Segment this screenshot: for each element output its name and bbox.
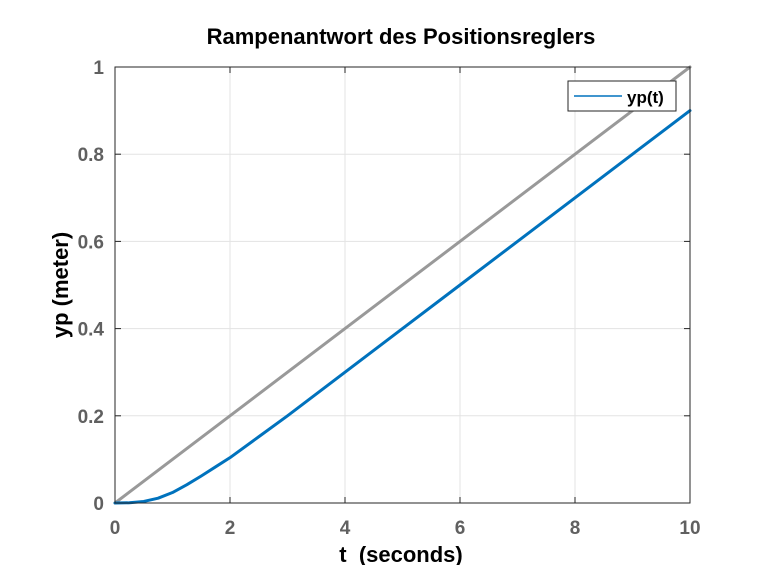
x-tick-label: 0 (110, 518, 121, 539)
y-axis-label: yp (meter) (48, 232, 73, 338)
y-tick-label: 0.6 (78, 232, 104, 253)
x-tick-label: 2 (225, 518, 236, 539)
tick-labels: 0 2 4 6 8 10 0 0.2 0.4 0.6 0.8 1 (78, 58, 701, 539)
series-layer (113, 65, 692, 505)
legend-label-yp: yp(t) (627, 88, 664, 107)
y-tick-label: 0.2 (78, 407, 104, 428)
x-tick-label: 8 (570, 518, 581, 539)
x-tick-label: 6 (455, 518, 466, 539)
axis-ticks (114, 66, 691, 504)
plot-box (114, 66, 691, 504)
y-tick-label: 1 (93, 58, 104, 79)
y-tick-label: 0 (93, 494, 104, 515)
x-tick-label: 10 (679, 518, 700, 539)
y-tick-label: 0.8 (78, 145, 104, 166)
reference-ramp-line (113, 65, 692, 505)
chart-title: Rampenantwort des Positionsreglers (207, 24, 596, 49)
yp-series-line (113, 109, 692, 505)
legend: yp(t) (567, 80, 677, 112)
y-tick-label: 0.4 (78, 320, 105, 341)
x-axis-label: t (seconds) (339, 542, 462, 565)
x-tick-label: 4 (340, 518, 351, 539)
